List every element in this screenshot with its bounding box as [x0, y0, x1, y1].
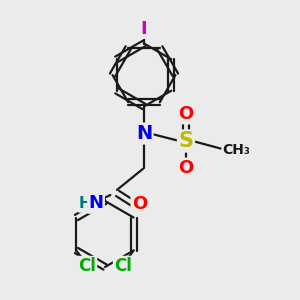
Text: H: H	[79, 196, 92, 211]
Text: O: O	[178, 105, 194, 123]
Text: O: O	[132, 195, 147, 213]
Text: N: N	[136, 124, 152, 143]
Text: Cl: Cl	[114, 257, 132, 275]
Text: S: S	[178, 131, 194, 151]
Text: N: N	[88, 194, 104, 212]
Text: I: I	[141, 20, 147, 38]
Text: Cl: Cl	[78, 257, 96, 275]
Text: O: O	[178, 159, 194, 177]
Text: CH₃: CH₃	[222, 143, 250, 157]
